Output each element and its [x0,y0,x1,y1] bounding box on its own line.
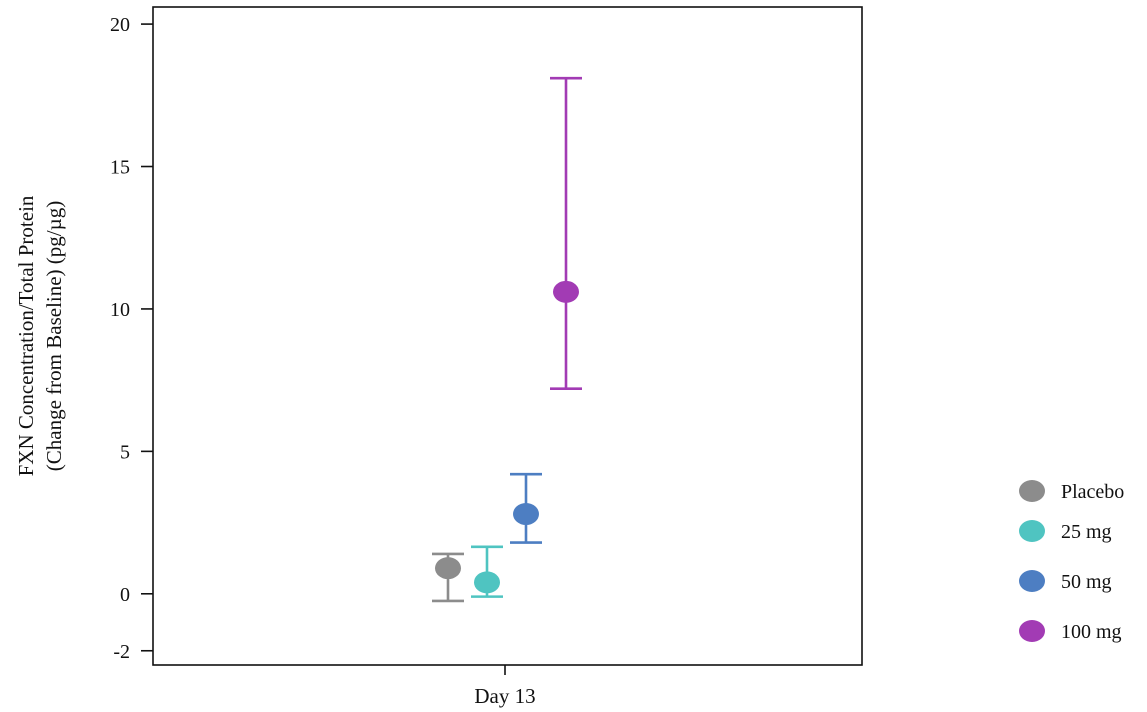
x-category-label: Day 13 [474,684,535,708]
series-50-mg [510,472,542,544]
legend-label: 100 mg [1061,621,1122,643]
series-100-mg [550,76,582,390]
data-point [435,557,461,580]
legend-marker [1019,620,1045,642]
legend: Placebo 25 mg 50 mg 100 mg [1019,480,1124,643]
y-axis-title-line1: FXN Concentration/Total Protein [14,195,38,476]
y-tick-label: -2 [113,641,130,663]
legend-marker [1019,480,1045,502]
y-tick-label: 20 [110,14,130,36]
legend-marker [1019,570,1045,592]
y-tick-label: 0 [120,584,130,606]
y-tick-label: 10 [110,299,130,321]
error-bar-points [432,76,582,603]
y-tick-label: 5 [120,441,130,463]
y-axis: -2 0 5 10 15 20 [110,14,153,663]
data-point [513,503,539,526]
series-25-mg [471,545,503,598]
y-tick-label: 15 [110,157,130,179]
legend-label: 25 mg [1061,521,1112,543]
y-axis-title-line2: (Change from Baseline) (pg/µg) [42,201,66,471]
legend-label: Placebo [1061,481,1124,503]
data-point [553,280,579,303]
series-placebo [432,552,464,603]
legend-marker [1019,520,1045,542]
legend-label: 50 mg [1061,571,1112,593]
plot-frame [152,6,863,666]
data-point [474,571,500,594]
